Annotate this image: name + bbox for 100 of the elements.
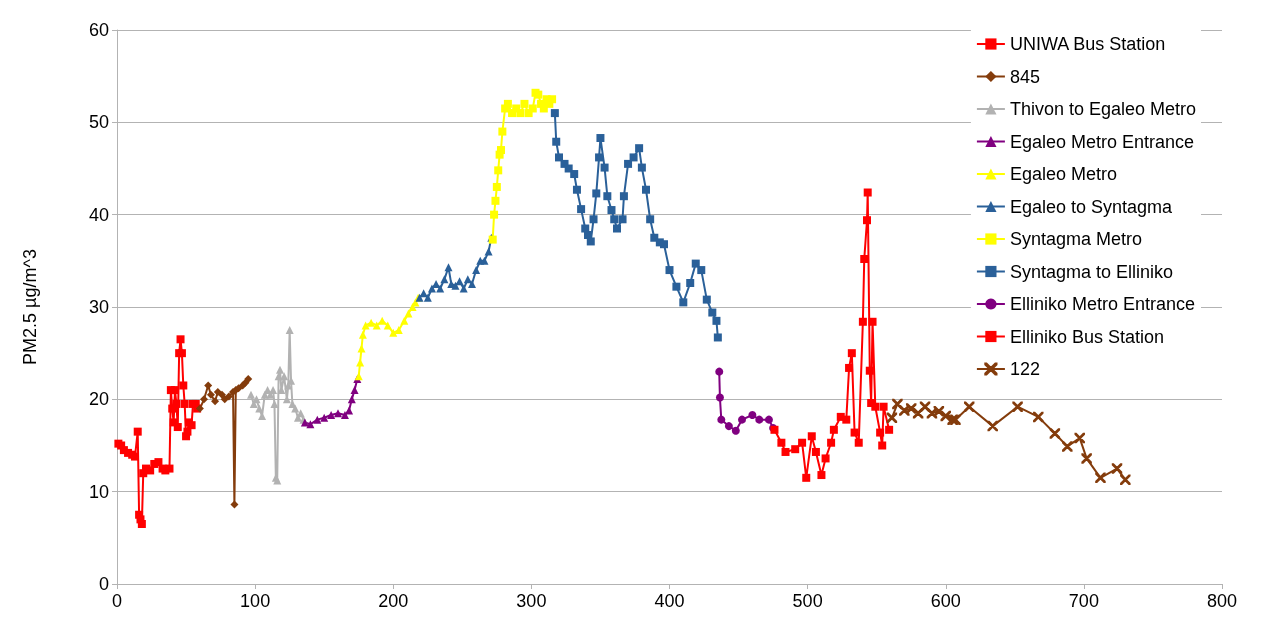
point: [490, 210, 499, 219]
point: [357, 344, 366, 353]
point: [389, 328, 398, 337]
point: [764, 415, 773, 424]
point: [200, 395, 209, 404]
legend-label: 845: [1009, 66, 1040, 87]
point: [173, 423, 182, 432]
point: [275, 365, 284, 374]
point: [459, 284, 468, 293]
point: [400, 316, 409, 325]
point: [659, 240, 668, 249]
point: [665, 266, 674, 275]
point: [586, 237, 595, 246]
point: [798, 438, 807, 447]
y-tick-label: 0: [98, 574, 109, 594]
point: [715, 393, 724, 402]
point: [516, 109, 525, 118]
point: [350, 386, 359, 395]
point: [211, 397, 220, 406]
point: [717, 415, 726, 424]
point: [691, 259, 700, 268]
point: [180, 399, 189, 408]
legend-label: UNIWA Bus Station: [1009, 34, 1166, 54]
y-tick-label: 40: [88, 204, 109, 225]
y-tick-label: 30: [88, 297, 109, 317]
point: [552, 137, 561, 146]
point: [748, 411, 757, 420]
point: [423, 293, 432, 302]
point: [491, 196, 500, 205]
point: [850, 428, 859, 437]
point: [603, 192, 612, 201]
y-tick-label: 10: [88, 481, 109, 502]
y-tick-label: 60: [88, 20, 109, 40]
point: [842, 415, 851, 424]
point: [520, 99, 529, 108]
point: [865, 366, 874, 375]
point: [713, 333, 722, 342]
point: [230, 500, 239, 509]
legend-label: Syntagma to Elliniko: [1009, 261, 1173, 282]
x-tick-label: 100: [240, 591, 271, 611]
y-tick-label: 50: [88, 112, 109, 133]
point: [646, 215, 655, 224]
point: [679, 298, 688, 307]
point: [246, 390, 255, 399]
point: [451, 281, 460, 290]
point: [206, 390, 215, 399]
x-tick-label: 700: [1068, 591, 1099, 611]
point: [731, 426, 740, 435]
point: [204, 381, 213, 390]
point: [863, 216, 872, 225]
point: [224, 392, 233, 401]
point: [777, 438, 786, 447]
point: [340, 411, 349, 420]
point: [213, 387, 222, 396]
point: [807, 432, 816, 441]
x-tick-label: 300: [516, 591, 547, 611]
point: [528, 104, 537, 113]
point: [619, 192, 628, 201]
legend-label: Egaleo Metro: [1009, 164, 1117, 184]
point: [791, 445, 800, 454]
point: [879, 402, 888, 411]
point: [712, 316, 721, 325]
point: [817, 471, 826, 480]
point: [492, 182, 501, 191]
point: [876, 428, 885, 437]
point: [498, 127, 507, 136]
point: [854, 438, 863, 447]
legend-label: Elliniko Bus Station: [1009, 326, 1164, 347]
legend-label: Elliniko Metro Entrance: [1009, 294, 1195, 314]
point: [629, 153, 638, 162]
point: [858, 317, 867, 326]
point: [624, 159, 633, 168]
legend-label: Egaleo to Syntagma: [1009, 196, 1173, 217]
point: [165, 464, 174, 473]
point: [137, 519, 146, 528]
point: [455, 277, 464, 286]
point: [217, 390, 226, 399]
point: [555, 153, 563, 162]
x-tick-label: 400: [654, 591, 685, 611]
point: [306, 420, 315, 429]
point: [702, 295, 711, 304]
legend-label: Egaleo Metro Entrance: [1009, 131, 1195, 152]
point: [871, 402, 880, 411]
point: [686, 278, 695, 287]
point: [781, 447, 790, 456]
point: [600, 163, 609, 172]
point: [860, 254, 869, 263]
point: [863, 188, 872, 197]
point: [269, 386, 278, 395]
x-tick-label: 800: [1206, 591, 1238, 611]
point: [503, 99, 512, 108]
point: [715, 367, 724, 376]
point: [642, 185, 651, 194]
legend-label: 122: [1009, 359, 1040, 379]
point: [427, 284, 436, 293]
point: [419, 289, 428, 298]
point: [480, 256, 489, 265]
point: [724, 422, 733, 431]
point: [697, 266, 706, 275]
y-tick-label: 20: [88, 389, 109, 410]
